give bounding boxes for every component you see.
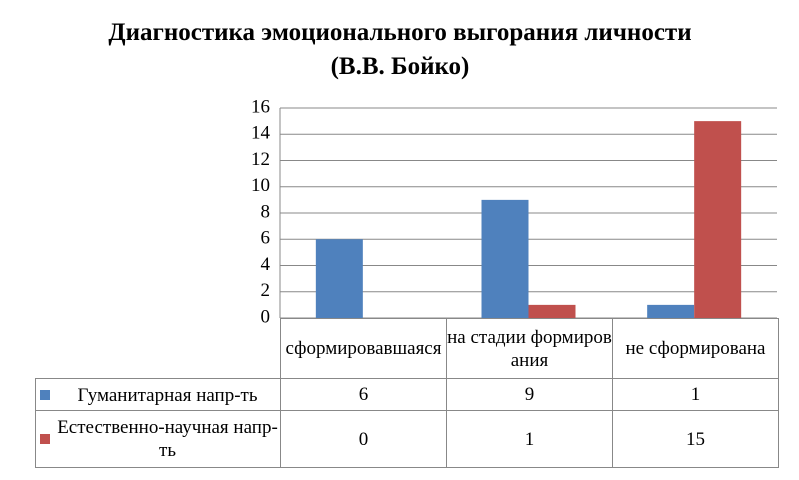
legend-key — [40, 390, 50, 401]
chart-title: Диагностика эмоционального выгорания лич… — [108, 19, 692, 80]
y-tick-label: 4 — [261, 254, 271, 275]
legend-key — [40, 434, 50, 444]
y-tick-label: 0 — [261, 306, 271, 327]
value-cell: 9 — [446, 378, 613, 411]
legend-entry: Гуманитарная напр-ть — [35, 378, 281, 411]
value-cell: 15 — [612, 410, 779, 468]
series-row: Естественно-научная напр-ть 0 1 15 — [35, 410, 779, 468]
series-name: Естественно-научная напр-ть — [57, 417, 278, 461]
bar — [315, 239, 363, 318]
y-tick-label: 10 — [251, 175, 270, 196]
bar — [694, 121, 742, 318]
value-cell: 1 — [446, 410, 613, 468]
y-tick-label: 2 — [261, 280, 271, 301]
y-tick-label: 6 — [261, 228, 271, 249]
y-tick-label: 16 — [251, 96, 270, 117]
y-tick-label: 14 — [251, 123, 271, 144]
series-name: Гуманитарная напр-ть — [77, 384, 258, 406]
legend-entry: Естественно-научная напр-ть — [35, 410, 281, 468]
data-table: сформировавшаяся на стадии формирования не… — [35, 318, 779, 468]
bar — [528, 304, 576, 318]
series-row: Гуманитарная напр-ть 6 9 1 — [35, 378, 779, 411]
category-row: сформировавшаяся на стадии формирования не… — [35, 318, 779, 379]
bar — [647, 304, 695, 318]
y-tick-label: 12 — [251, 149, 270, 170]
value-cell: 0 — [280, 410, 447, 468]
y-tick-label: 8 — [261, 201, 271, 222]
bar — [481, 199, 529, 318]
x-tick-label: сформировавшаяся — [280, 318, 447, 379]
value-cell: 6 — [280, 378, 447, 411]
value-cell: 1 — [612, 378, 779, 411]
x-tick-label: не сформирована — [612, 318, 779, 379]
corner — [35, 318, 281, 379]
x-tick-label: на стадии формирования — [446, 318, 613, 379]
